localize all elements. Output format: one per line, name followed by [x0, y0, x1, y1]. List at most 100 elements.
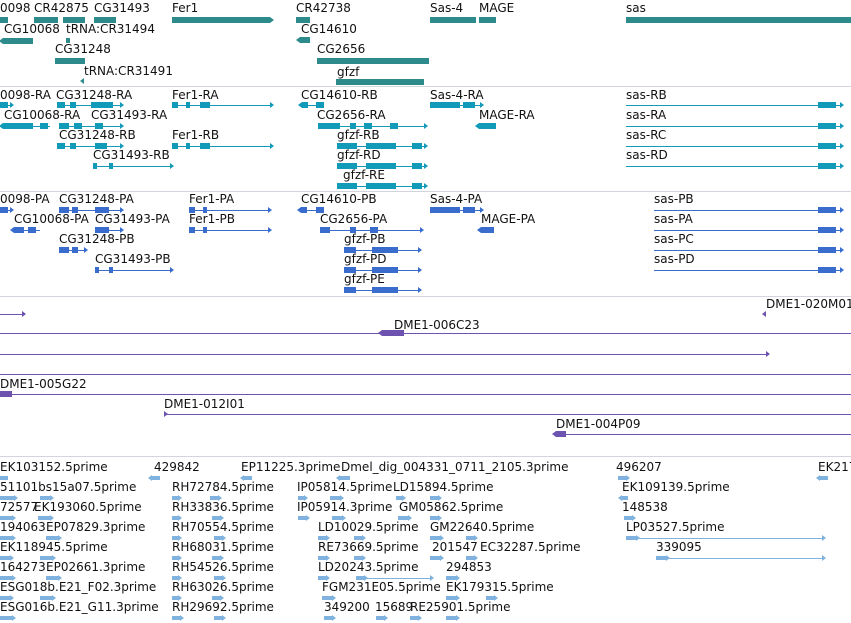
feature-block[interactable]: [818, 102, 836, 108]
feature-block[interactable]: [396, 496, 402, 500]
feature-label[interactable]: CG31248-PB: [59, 232, 135, 246]
feature-block[interactable]: [818, 163, 836, 169]
feature-block[interactable]: [318, 536, 326, 540]
feature-block[interactable]: [344, 287, 356, 293]
feature-block[interactable]: [172, 556, 178, 560]
feature-line[interactable]: [556, 434, 851, 435]
feature-block[interactable]: [95, 227, 109, 233]
feature-block[interactable]: [366, 143, 396, 149]
feature-label[interactable]: EK179315.5prime: [446, 580, 554, 594]
feature-label[interactable]: RH70554.5prime: [172, 520, 274, 534]
feature-block[interactable]: [74, 123, 82, 129]
feature-block[interactable]: [364, 123, 372, 129]
feature-block[interactable]: [66, 38, 70, 43]
feature-block[interactable]: [172, 616, 180, 620]
feature-block[interactable]: [446, 596, 456, 600]
feature-label[interactable]: Dmel_dig_004331_0711_2105.3prime: [341, 460, 569, 474]
feature-block[interactable]: [214, 616, 222, 620]
feature-block[interactable]: [172, 496, 178, 500]
feature-line[interactable]: [189, 230, 268, 231]
feature-block[interactable]: [244, 476, 252, 480]
feature-block[interactable]: [317, 58, 429, 64]
feature-block[interactable]: [622, 496, 628, 500]
feature-block[interactable]: [152, 476, 160, 480]
feature-label[interactable]: 339095: [656, 540, 702, 554]
feature-label[interactable]: 0098-PA: [0, 192, 50, 206]
feature-line[interactable]: [59, 210, 120, 211]
feature-label[interactable]: Sas-4: [430, 1, 464, 15]
feature-block[interactable]: [446, 576, 456, 580]
feature-block[interactable]: [0, 596, 10, 600]
feature-block[interactable]: [624, 516, 632, 520]
feature-block[interactable]: [818, 143, 836, 149]
feature-label[interactable]: sas-PC: [654, 232, 694, 246]
feature-block[interactable]: [212, 596, 220, 600]
feature-block[interactable]: [40, 596, 52, 600]
feature-block[interactable]: [430, 516, 438, 520]
feature-block[interactable]: [298, 516, 306, 520]
feature-block[interactable]: [412, 143, 422, 149]
feature-line[interactable]: [626, 538, 822, 539]
feature-block[interactable]: [72, 207, 78, 213]
feature-block[interactable]: [463, 102, 475, 108]
feature-label[interactable]: CG2656: [317, 42, 366, 56]
feature-block[interactable]: [186, 102, 190, 108]
feature-block[interactable]: [59, 207, 69, 213]
feature-line[interactable]: [626, 146, 840, 147]
feature-label[interactable]: IP05914.3prime: [297, 500, 393, 514]
feature-line[interactable]: [189, 210, 268, 211]
feature-label[interactable]: ESG016b.E21_G11.3prime: [0, 600, 159, 614]
feature-block[interactable]: [466, 556, 474, 560]
feature-block[interactable]: [354, 536, 362, 540]
feature-block[interactable]: [40, 556, 52, 560]
feature-block[interactable]: [70, 143, 76, 149]
feature-block[interactable]: [818, 227, 836, 233]
feature-line[interactable]: [0, 394, 851, 395]
feature-label[interactable]: EP07829.3prime: [46, 520, 146, 534]
feature-block[interactable]: [410, 616, 418, 620]
feature-label[interactable]: sas-RA: [626, 108, 667, 122]
feature-line[interactable]: [654, 230, 840, 231]
feature-label[interactable]: Sas-4-PA: [430, 192, 483, 206]
feature-label[interactable]: EC32287.5prime: [480, 540, 581, 554]
feature-block[interactable]: [0, 102, 8, 108]
feature-label[interactable]: Fer1-RA: [172, 88, 219, 102]
feature-label[interactable]: sas-PB: [654, 192, 694, 206]
feature-block[interactable]: [3, 38, 33, 44]
feature-line[interactable]: [301, 210, 324, 211]
feature-block[interactable]: [337, 163, 357, 169]
feature-label[interactable]: CG31493: [94, 1, 150, 15]
feature-block[interactable]: [59, 247, 69, 253]
feature-block[interactable]: [316, 102, 324, 108]
feature-block[interactable]: [298, 496, 304, 500]
feature-line[interactable]: [0, 333, 851, 334]
feature-block[interactable]: [372, 267, 398, 273]
feature-line[interactable]: [14, 230, 40, 231]
feature-label[interactable]: LP03527.5prime: [626, 520, 725, 534]
feature-label[interactable]: EK118945.5prime: [0, 540, 108, 554]
feature-block[interactable]: [300, 37, 310, 43]
feature-block[interactable]: [479, 123, 496, 129]
feature-label[interactable]: CG31493-RB: [93, 148, 170, 162]
feature-line[interactable]: [356, 578, 430, 579]
feature-label[interactable]: EP11225.3prime: [241, 460, 341, 474]
feature-block[interactable]: [481, 227, 494, 233]
feature-line[interactable]: [95, 270, 170, 271]
feature-block[interactable]: [344, 247, 356, 253]
feature-label[interactable]: 294853: [446, 560, 492, 574]
feature-label[interactable]: CG14610-RB: [301, 88, 378, 102]
feature-block[interactable]: [0, 576, 12, 580]
feature-label[interactable]: 496207: [616, 460, 662, 474]
feature-block[interactable]: [57, 102, 65, 108]
feature-block[interactable]: [398, 516, 408, 520]
feature-block[interactable]: [818, 247, 836, 253]
feature-block[interactable]: [172, 576, 178, 580]
feature-label[interactable]: gfzf-RD: [337, 148, 381, 162]
feature-label[interactable]: CG31493-PB: [95, 252, 171, 266]
feature-block[interactable]: [95, 267, 99, 273]
feature-block[interactable]: [618, 476, 626, 480]
feature-block[interactable]: [344, 267, 356, 273]
feature-block[interactable]: [95, 207, 109, 213]
feature-label[interactable]: RH54526.5prime: [172, 560, 274, 574]
feature-line[interactable]: [626, 166, 840, 167]
